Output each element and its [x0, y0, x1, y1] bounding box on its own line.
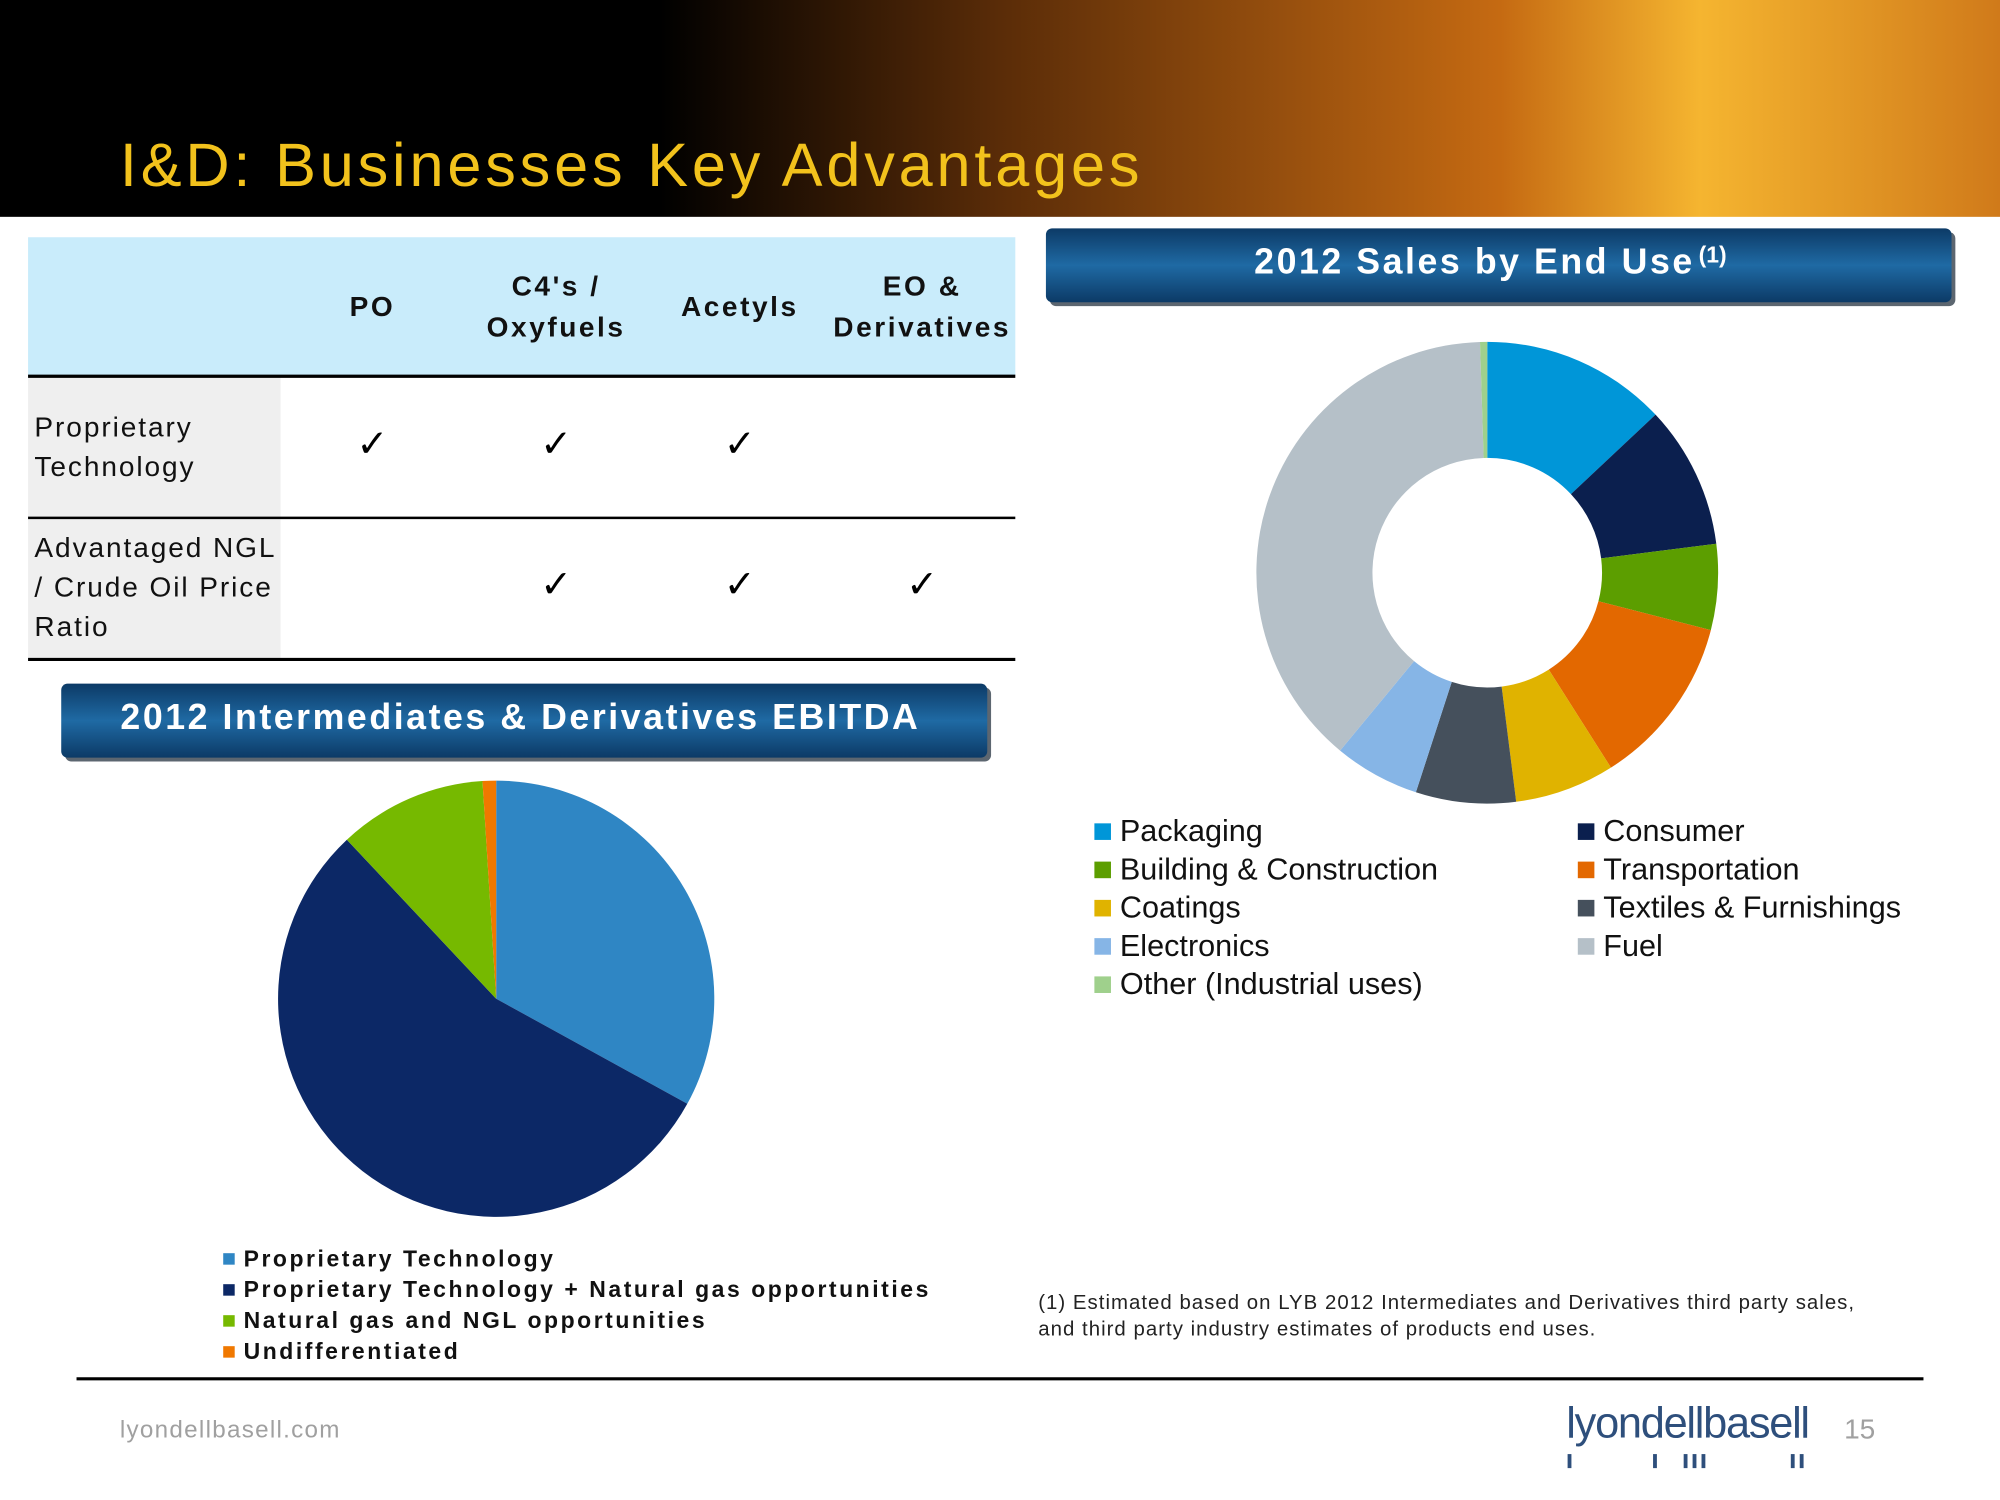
legend-label: Packaging [1120, 814, 1263, 848]
chart-title: 2012 Intermediates & Derivatives EBITDA [120, 697, 920, 737]
donut-slice [1548, 601, 1711, 768]
check-mark: ✓ [356, 423, 388, 466]
donut-slice [1487, 341, 1656, 495]
check-mark: ✓ [724, 423, 756, 466]
logo-marks [1567, 1454, 1804, 1469]
banner [61, 683, 988, 758]
row-label: Ratio [34, 611, 109, 642]
title-note: (1) [1699, 241, 1727, 267]
legend-label: Consumer [1603, 814, 1744, 848]
table-header-bg [28, 237, 1016, 377]
legend-label: Fuel [1603, 929, 1663, 963]
page-number: 15 [1844, 1414, 1875, 1445]
footnote: and third party industry estimates of pr… [1038, 1319, 1596, 1341]
row-label: Proprietary [34, 412, 192, 443]
footnote: (1) Estimated based on LYB 2012 Intermed… [1038, 1292, 1855, 1314]
legend-swatch [1577, 938, 1595, 955]
donut-slice [1256, 341, 1484, 751]
legend-label: Building & Construction [1120, 852, 1438, 886]
chart-title: 2012 Sales by End Use [1254, 241, 1695, 281]
column-header: PO [350, 291, 396, 322]
donut-slice [1598, 543, 1719, 631]
legend-swatch [1577, 823, 1595, 840]
legend-swatch [1577, 861, 1595, 879]
footer-url: lyondellbasell.com [120, 1417, 341, 1444]
legend-swatch [223, 1253, 235, 1265]
row-label: Advantaged NGL [34, 532, 276, 563]
row-label: Technology [34, 451, 195, 482]
legend-label: Proprietary Technology [244, 1245, 556, 1271]
donut-slice [1501, 669, 1611, 802]
logo: lyondellbasell [1566, 1399, 1808, 1447]
legend-swatch [223, 1284, 235, 1296]
legend-label: Undifferentiated [244, 1338, 461, 1364]
legend-label: Other (Industrial uses) [1120, 967, 1423, 1001]
legend-swatch [1094, 938, 1111, 955]
column-header: C4's / [512, 271, 601, 302]
legend-swatch [1094, 899, 1111, 917]
legend-label: Proprietary Technology + Natural gas opp… [244, 1276, 931, 1302]
banner [1045, 228, 1952, 303]
row-label-bg [28, 377, 281, 518]
check-mark: ✓ [724, 563, 756, 606]
legend-swatch [1577, 899, 1595, 917]
legend-label: Coatings [1120, 891, 1241, 925]
legend-swatch [1094, 823, 1111, 840]
legend-swatch [223, 1346, 235, 1358]
column-header: Derivatives [833, 311, 1011, 342]
donut-slice [1479, 341, 1488, 458]
legend-label: Natural gas and NGL opportunities [244, 1307, 708, 1333]
legend-swatch [1094, 861, 1111, 879]
legend-swatch [223, 1315, 235, 1327]
column-header: EO & [883, 271, 962, 302]
donut-slice [1415, 681, 1517, 804]
page-title: I&D: Businesses Key Advantages [120, 131, 1143, 199]
column-header: Acetyls [681, 291, 799, 322]
pie-slice [482, 780, 497, 999]
column-header: Oxyfuels [487, 311, 626, 342]
legend-label: Transportation [1603, 852, 1799, 886]
legend-label: Electronics [1120, 929, 1270, 963]
check-mark: ✓ [540, 423, 572, 466]
row-label-bg [28, 519, 281, 660]
pie-slice [496, 780, 715, 1104]
pie-slice [278, 839, 688, 1217]
check-mark: ✓ [906, 563, 938, 606]
row-label: / Crude Oil Price [34, 572, 272, 603]
pie-slice [346, 781, 497, 999]
legend-label: Textiles & Furnishings [1603, 891, 1901, 925]
header-banner [0, 0, 2000, 217]
legend-swatch [1094, 976, 1111, 993]
donut-slice [1570, 414, 1717, 559]
donut-slice [1340, 661, 1452, 793]
check-mark: ✓ [540, 563, 572, 606]
